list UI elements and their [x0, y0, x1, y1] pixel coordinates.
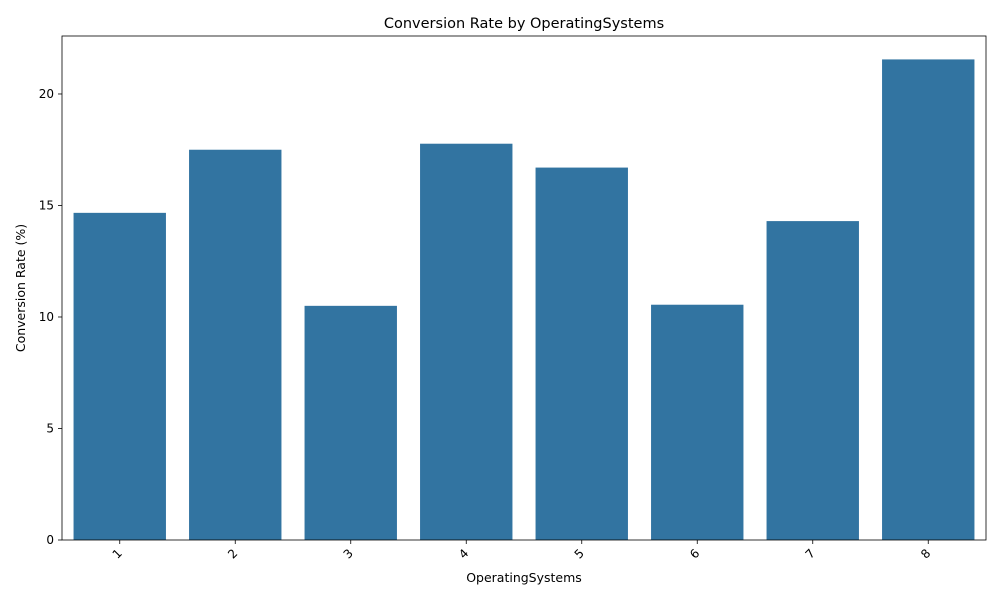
x-tick-label: 2: [225, 546, 240, 561]
x-tick-label: 7: [803, 546, 818, 561]
bar-8: [882, 59, 975, 541]
bar-2: [189, 149, 282, 541]
x-tick-label: 1: [110, 546, 125, 561]
x-tick-label: 8: [918, 546, 933, 561]
bar-3: [304, 305, 397, 540]
x-axis: 1 2 3 4 5 6 7 8: [110, 540, 933, 562]
y-tick-label: 5: [46, 421, 54, 435]
bar-1: [73, 212, 166, 541]
y-tick-label: 0: [46, 533, 54, 547]
x-axis-label: OperatingSystems: [466, 570, 582, 585]
y-axis: 0 5 10 15 20: [39, 87, 62, 547]
bar-4: [420, 143, 513, 541]
bar-6: [651, 304, 744, 540]
y-tick-label: 10: [39, 310, 54, 324]
y-tick-label: 20: [39, 87, 54, 101]
chart-title: Conversion Rate by OperatingSystems: [384, 16, 664, 32]
bar-7: [766, 221, 859, 540]
x-tick-label: 5: [572, 546, 587, 561]
x-tick-label: 6: [687, 546, 702, 561]
plot-frame: [61, 35, 987, 541]
x-tick-label: 3: [341, 546, 356, 561]
x-tick-label: 4: [456, 546, 471, 561]
y-axis-label: Conversion Rate (%): [13, 224, 28, 352]
bars-layer: [73, 59, 975, 541]
y-tick-label: 15: [39, 198, 54, 212]
bar-5: [535, 167, 628, 540]
